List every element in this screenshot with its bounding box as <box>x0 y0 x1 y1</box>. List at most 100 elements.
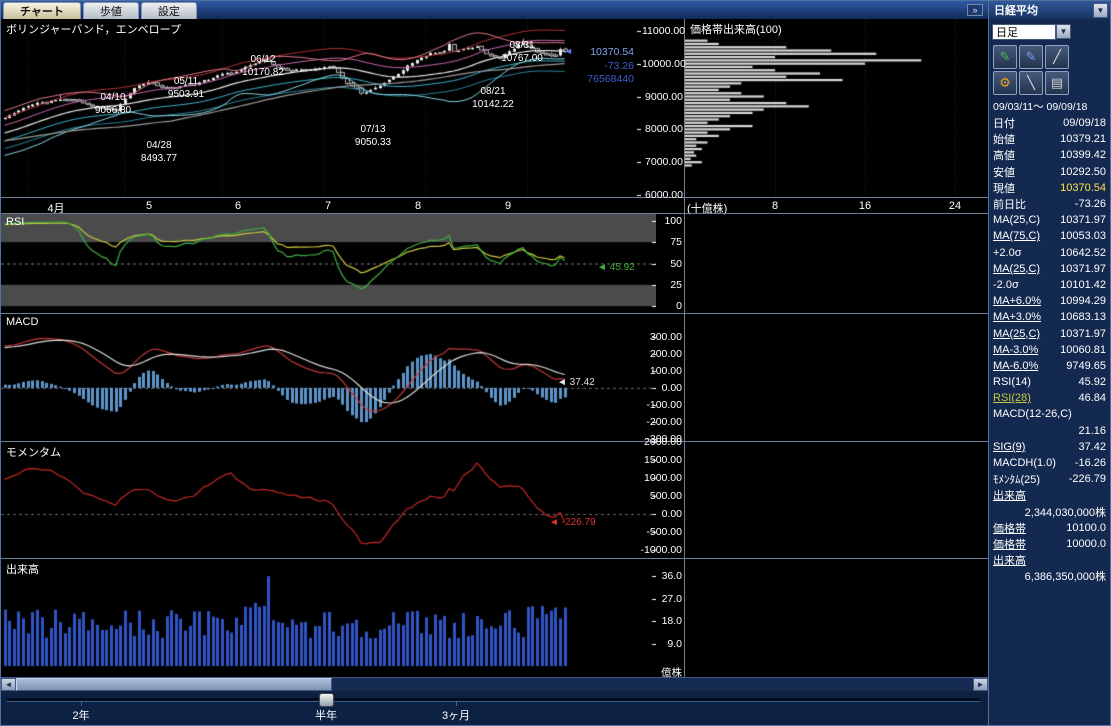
stat-value: 9749.65 <box>1066 360 1106 372</box>
stat-label[interactable]: MA(75,C) <box>993 230 1040 242</box>
stat-label: 現値 <box>993 180 1015 196</box>
axis-tick-label: 0.00 <box>622 383 682 394</box>
trendline-tool-icon[interactable]: ╱ <box>1045 45 1069 69</box>
chart-annotation: 08/2110142.22 <box>448 85 538 111</box>
stat-row: RSI(14)45.92 <box>989 374 1110 390</box>
axis-tick-label: -500.00 <box>622 527 682 538</box>
momentum-canvas[interactable] <box>1 442 656 558</box>
axis-tick-label: 100.00 <box>622 366 682 377</box>
slider-label: 2年 <box>51 707 111 723</box>
toolbar: ✎✎╱⚙╲▤ <box>989 41 1110 98</box>
rsi-canvas[interactable] <box>1 214 656 313</box>
slider-tick <box>456 702 457 706</box>
stat-row: MA-6.0% 9749.65 <box>989 358 1110 374</box>
stat-label[interactable]: 価格帯 <box>993 536 1026 552</box>
indicator-marker: ◄ -226.79 <box>549 517 596 528</box>
stat-value: 21.16 <box>1078 425 1106 437</box>
chart-annotation: 04/288493.77 <box>114 139 204 165</box>
stat-label[interactable]: MA(25,C) <box>993 328 1040 340</box>
horizontal-scrollbar[interactable]: ◄ ► <box>1 677 988 691</box>
momentum-title: モメンタム <box>6 444 61 460</box>
slider-thumb[interactable] <box>319 693 334 707</box>
stat-value: 2,344,030,000株 <box>1025 504 1106 520</box>
volume-profile-title: 価格帯出来高(100) <box>690 21 782 37</box>
chart-annotation: 07/139050.33 <box>328 123 418 149</box>
scrollbar-thumb[interactable] <box>16 678 332 691</box>
stat-value: 10683.13 <box>1060 311 1106 323</box>
slider-label: 半年 <box>296 707 356 723</box>
stat-label[interactable]: RSI(28) <box>993 392 1031 404</box>
stat-label[interactable]: MA+3.0% <box>993 311 1041 323</box>
scroll-left-button[interactable]: ◄ <box>1 678 16 691</box>
stat-label: RSI(14) <box>993 376 1031 388</box>
settings-gear-icon[interactable]: ⚙ <box>993 71 1017 95</box>
stat-row: 出来高 <box>989 487 1110 503</box>
stat-value: 10994.29 <box>1060 295 1106 307</box>
momentum-panel[interactable]: モメンタム 2000.001500.001000.00500.000.00-50… <box>1 442 684 558</box>
axis-tick-label: 75 <box>622 237 682 248</box>
stat-label[interactable]: MA-6.0% <box>993 360 1038 372</box>
time-axis: 4月56789(十億株)81624 <box>1 198 988 213</box>
current-change: -73.26 <box>514 60 634 74</box>
rsi-panel[interactable]: RSI 1007550250◄ 45.92 <box>1 214 684 313</box>
stat-label[interactable]: 出来高 <box>993 552 1026 568</box>
slider-track[interactable] <box>7 698 980 702</box>
draw-pencil-green-icon[interactable]: ✎ <box>993 45 1017 69</box>
stat-row: 安値10292.50 <box>989 164 1110 180</box>
stat-label[interactable]: MA(25,C) <box>993 263 1040 275</box>
volume-profile-panel: 価格帯出来高(100) <box>685 19 988 197</box>
scroll-right-button[interactable]: ► <box>973 678 988 691</box>
indicator-marker: ◄ 45.92 <box>597 262 635 273</box>
stat-row: 21.16 <box>989 423 1110 439</box>
main-chart-panel[interactable]: ボリンジャーバンド，エンベロープ 04/109066.8004/288493.7… <box>1 19 641 197</box>
tab-chart[interactable]: チャート <box>3 2 81 19</box>
axis-tick-label: 0 <box>622 301 682 312</box>
macd-panel[interactable]: MACD 300.00200.00100.000.00-100.00-200.0… <box>1 314 684 441</box>
symbol-dropdown-arrow-icon[interactable]: ▼ <box>1093 3 1108 18</box>
period-select[interactable]: 日足 <box>992 24 1056 40</box>
more-tabs-button[interactable]: » <box>967 4 983 16</box>
tab-settings[interactable]: 設定 <box>141 2 197 19</box>
stat-label[interactable]: SIG(9) <box>993 441 1025 453</box>
volume-canvas[interactable] <box>1 559 656 676</box>
volume-unit-label: 億株 <box>661 665 682 677</box>
range-slider[interactable]: 2年 半年 3ヶ月 <box>1 691 988 725</box>
period-row: 日足 ▼ <box>989 19 1110 41</box>
chart-annotation: 06/1210170.82 <box>218 53 308 79</box>
axis-tick-label: 9000.00 <box>642 92 683 103</box>
stat-row: MACD(12-26,C) <box>989 406 1110 422</box>
price-marker-icon: ◄ <box>564 46 573 56</box>
stat-label[interactable]: MA+6.0% <box>993 295 1041 307</box>
stat-value: 10379.21 <box>1060 133 1106 145</box>
stat-label[interactable]: 価格帯 <box>993 520 1026 536</box>
volume-panel[interactable]: 出来高 億株 36.027.018.09.0 <box>1 559 684 676</box>
axis-tick-label: -100.00 <box>622 400 682 411</box>
stat-label[interactable]: MA-3.0% <box>993 344 1038 356</box>
stat-value: 10399.42 <box>1060 149 1106 161</box>
tab-tick[interactable]: 歩値 <box>83 2 139 19</box>
stat-label[interactable]: 出来高 <box>993 487 1026 503</box>
axis-tick-label: 0.00 <box>622 509 682 520</box>
stat-row: MA(25,C)10371.97 <box>989 212 1110 228</box>
stat-row: RSI(28)46.84 <box>989 390 1110 406</box>
axis-tick-label: 25 <box>622 280 682 291</box>
axis-tick-label: 7000.00 <box>642 157 683 168</box>
print-icon[interactable]: ▤ <box>1045 71 1069 95</box>
slider-label: 3ヶ月 <box>426 707 486 723</box>
profile-axis-tick: 8 <box>760 200 790 212</box>
stat-value: 6,386,350,000株 <box>1025 568 1106 584</box>
draw-pencil-blue-icon[interactable]: ✎ <box>1019 45 1043 69</box>
stat-row: MA(75,C)10053.03 <box>989 228 1110 244</box>
current-values: 10370.54 -73.26 76568440 <box>514 46 634 87</box>
main-chart-title: ボリンジャーバンド，エンベロープ <box>6 21 181 37</box>
period-dropdown-arrow-icon[interactable]: ▼ <box>1056 24 1071 39</box>
stat-label: 前日比 <box>993 196 1026 212</box>
symbol-combobox[interactable]: 日経平均 ▼ <box>989 1 1110 19</box>
stat-row: 高値10399.42 <box>989 147 1110 163</box>
stat-row: MA+3.0% 10683.13 <box>989 309 1110 325</box>
chart-column: チャート歩値設定 » ボリンジャーバンド，エンベロープ 04/109066.80… <box>1 1 989 725</box>
measure-tool-icon[interactable]: ╲ <box>1019 71 1043 95</box>
stat-row: MA-3.0%10060.81 <box>989 342 1110 358</box>
slider-tick <box>81 702 82 706</box>
stat-label: 日付 <box>993 115 1015 131</box>
